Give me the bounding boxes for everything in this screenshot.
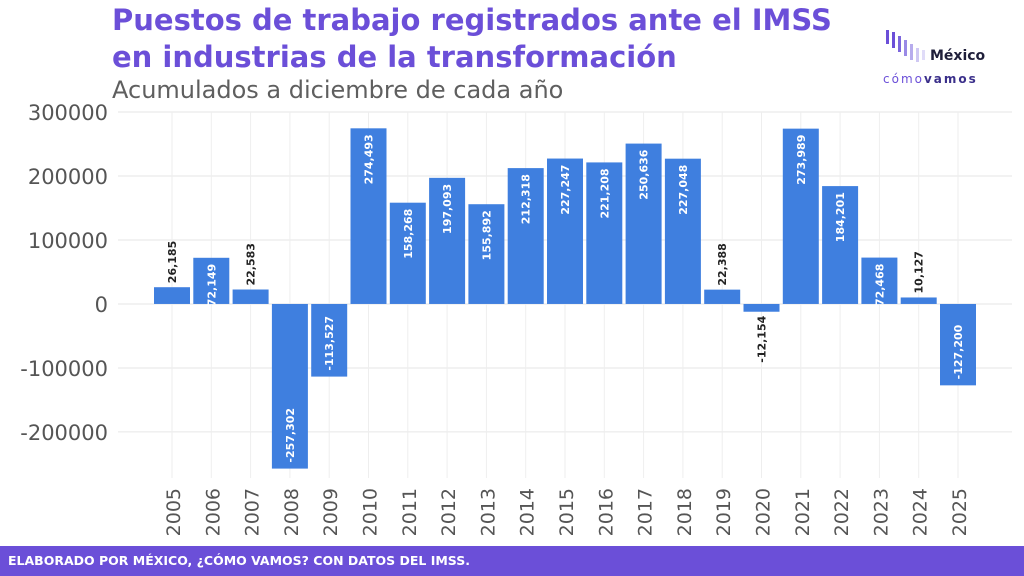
x-tick-label-2018: 2018 <box>674 488 696 536</box>
x-tick-label-2019: 2019 <box>713 488 735 536</box>
data-label-2021: 273,989 <box>795 135 808 185</box>
x-tick-label-2010: 2010 <box>360 488 382 536</box>
logo-main-text: México <box>930 48 986 64</box>
x-tick-label-2015: 2015 <box>556 488 578 536</box>
x-tick-label-2016: 2016 <box>595 488 617 536</box>
bar-2023 <box>861 257 898 304</box>
x-tick-label-2023: 2023 <box>870 488 892 536</box>
x-tick-label-2006: 2006 <box>202 488 224 536</box>
data-label-2024: 10,127 <box>913 251 926 293</box>
bar-2012 <box>429 177 466 304</box>
x-tick-label-2011: 2011 <box>399 488 421 536</box>
y-tick-label: 300000 <box>28 101 108 125</box>
x-tick-label-2013: 2013 <box>477 488 499 536</box>
bar-2020 <box>743 303 780 312</box>
x-tick-label-2009: 2009 <box>320 488 342 536</box>
data-label-2011: 158,268 <box>402 209 415 259</box>
data-label-2010: 274,493 <box>363 134 376 184</box>
x-tick-label-2008: 2008 <box>281 488 303 536</box>
data-label-2009: -113,527 <box>323 316 336 371</box>
x-tick-label-2012: 2012 <box>438 488 460 536</box>
bar-2021 <box>782 128 819 304</box>
bar-2010 <box>350 128 387 304</box>
bar-2005 <box>154 287 190 304</box>
bar-2014 <box>507 168 544 304</box>
y-tick-label: 200000 <box>28 165 108 189</box>
data-label-2017: 250,636 <box>638 149 651 199</box>
bar-2009 <box>311 303 348 377</box>
data-label-2015: 227,247 <box>559 165 572 215</box>
data-label-2014: 212,318 <box>520 174 533 224</box>
bar-2015 <box>547 158 583 304</box>
x-tick-label-2014: 2014 <box>517 488 539 536</box>
logo-sub-bold: vamos <box>923 72 978 86</box>
data-label-2019: 22,388 <box>716 243 729 285</box>
data-label-2025: -127,200 <box>952 324 965 379</box>
x-tick-label-2020: 2020 <box>753 488 775 536</box>
bar-2006 <box>193 257 230 304</box>
data-label-2013: 155,892 <box>480 210 493 260</box>
data-label-2018: 227,048 <box>677 165 690 215</box>
logo-sub-light: cómo <box>883 72 924 86</box>
logo-sub-text: cómovamos <box>883 72 978 86</box>
bar-2016 <box>586 162 623 304</box>
bar-waves-logo-icon <box>886 30 925 62</box>
x-tick-label-2022: 2022 <box>831 488 853 536</box>
bar-2007 <box>232 289 269 304</box>
x-tick-label-2005: 2005 <box>163 488 185 536</box>
chart-title: Puestos de trabajo registrados ante el I… <box>112 3 832 74</box>
y-tick-label: 0 <box>95 293 108 317</box>
data-label-2012: 197,093 <box>441 184 454 234</box>
data-label-2006: 72,149 <box>205 264 218 306</box>
bar-2019 <box>704 289 741 304</box>
data-label-2005: 26,185 <box>166 241 179 283</box>
bar-chart: -200000 -100000 0 100000 200000 300000 26,185 2… <box>20 101 1012 536</box>
y-tick-label: -100000 <box>20 357 108 381</box>
bar-2013 <box>468 204 505 304</box>
x-tick-label-2024: 2024 <box>910 488 932 536</box>
data-label-2022: 184,201 <box>834 192 847 242</box>
bar-2017 <box>625 143 662 304</box>
x-tick-label-2007: 2007 <box>242 488 264 536</box>
bar-2018 <box>664 158 701 304</box>
chart-subtitle: Acumulados a diciembre de cada año <box>112 76 564 104</box>
data-label-2016: 221,208 <box>598 168 611 218</box>
mexico-como-vamos-logo: México cómovamos <box>880 28 1010 88</box>
y-tick-label: 100000 <box>28 229 108 253</box>
data-label-2007: 22,583 <box>245 243 258 285</box>
bar-2025 <box>940 303 976 386</box>
bar-2022 <box>822 186 859 304</box>
y-tick-label: -200000 <box>20 421 108 445</box>
bar-2011 <box>389 202 426 304</box>
x-tick-label-2021: 2021 <box>792 488 814 536</box>
data-label-2008: -257,302 <box>284 408 297 463</box>
bar-2008 <box>271 303 308 469</box>
footer-credit: ELABORADO POR MÉXICO, ¿CÓMO VAMOS? CON D… <box>0 546 1024 576</box>
x-tick-label-2017: 2017 <box>635 488 657 536</box>
x-tick-label-2025: 2025 <box>949 488 971 536</box>
data-label-2020: -12,154 <box>756 315 769 362</box>
data-label-2023: 72,468 <box>873 264 886 306</box>
bar-2024 <box>900 297 937 304</box>
